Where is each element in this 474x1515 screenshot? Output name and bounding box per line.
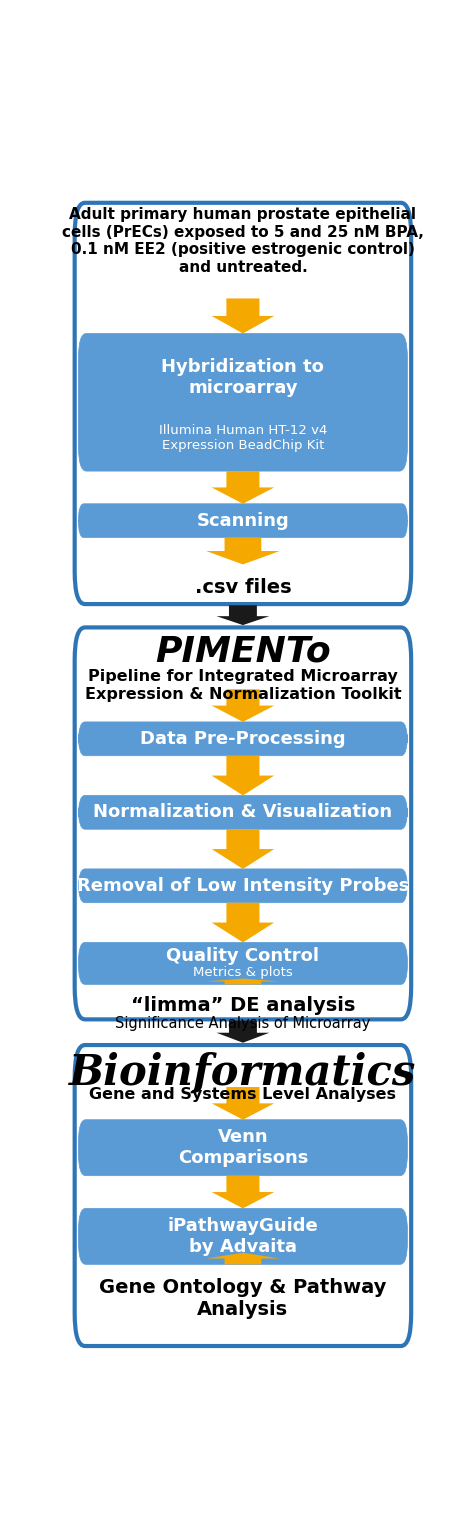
- Text: Normalization & Visualization: Normalization & Visualization: [93, 803, 392, 821]
- Text: Metrics & plots: Metrics & plots: [193, 967, 293, 979]
- Text: Hybridization to
microarray: Hybridization to microarray: [162, 358, 324, 397]
- Polygon shape: [212, 298, 274, 333]
- Polygon shape: [206, 1253, 280, 1265]
- Polygon shape: [212, 829, 274, 870]
- Text: Quality Control: Quality Control: [166, 947, 319, 965]
- Text: PIMENTo: PIMENTo: [155, 635, 331, 668]
- Text: Significance Analysis of Microarray: Significance Analysis of Microarray: [115, 1017, 371, 1030]
- FancyBboxPatch shape: [78, 723, 408, 756]
- Text: Adult primary human prostate epithelial
cells (PrECs) exposed to 5 and 25 nM BPA: Adult primary human prostate epithelial …: [62, 208, 424, 274]
- Polygon shape: [212, 756, 274, 795]
- FancyBboxPatch shape: [78, 1209, 408, 1265]
- Text: Pipeline for Integrated Microarray
Expression & Normalization Toolkit: Pipeline for Integrated Microarray Expre…: [85, 670, 401, 701]
- Polygon shape: [212, 689, 274, 723]
- Polygon shape: [206, 979, 280, 985]
- Text: “limma” DE analysis: “limma” DE analysis: [131, 995, 355, 1015]
- Polygon shape: [212, 471, 274, 504]
- Polygon shape: [212, 1176, 274, 1209]
- Text: iPathwayGuide
by Advaita: iPathwayGuide by Advaita: [167, 1217, 319, 1256]
- Text: Bioinformatics: Bioinformatics: [69, 1051, 417, 1094]
- FancyBboxPatch shape: [78, 795, 408, 829]
- FancyBboxPatch shape: [75, 627, 411, 1020]
- FancyBboxPatch shape: [78, 504, 408, 538]
- FancyBboxPatch shape: [78, 870, 408, 903]
- Text: Illumina Human HT-12 v4
Expression BeadChip Kit: Illumina Human HT-12 v4 Expression BeadC…: [159, 424, 327, 451]
- Text: Gene Ontology & Pathway
Analysis: Gene Ontology & Pathway Analysis: [99, 1279, 387, 1320]
- FancyBboxPatch shape: [78, 333, 408, 471]
- FancyBboxPatch shape: [75, 1045, 411, 1345]
- Text: Venn
Comparisons: Venn Comparisons: [178, 1129, 308, 1167]
- Polygon shape: [212, 903, 274, 942]
- Polygon shape: [217, 606, 269, 626]
- Text: Removal of Low Intensity Probes: Removal of Low Intensity Probes: [77, 877, 409, 895]
- FancyBboxPatch shape: [78, 1120, 408, 1176]
- Polygon shape: [217, 1021, 269, 1042]
- Polygon shape: [206, 538, 280, 565]
- Text: .csv files: .csv files: [195, 579, 291, 597]
- Polygon shape: [212, 1088, 274, 1120]
- Text: Gene and Systems Level Analyses: Gene and Systems Level Analyses: [90, 1088, 396, 1101]
- Text: Data Pre-Processing: Data Pre-Processing: [140, 730, 346, 748]
- FancyBboxPatch shape: [75, 203, 411, 604]
- Text: Scanning: Scanning: [197, 512, 289, 530]
- FancyBboxPatch shape: [78, 942, 408, 985]
